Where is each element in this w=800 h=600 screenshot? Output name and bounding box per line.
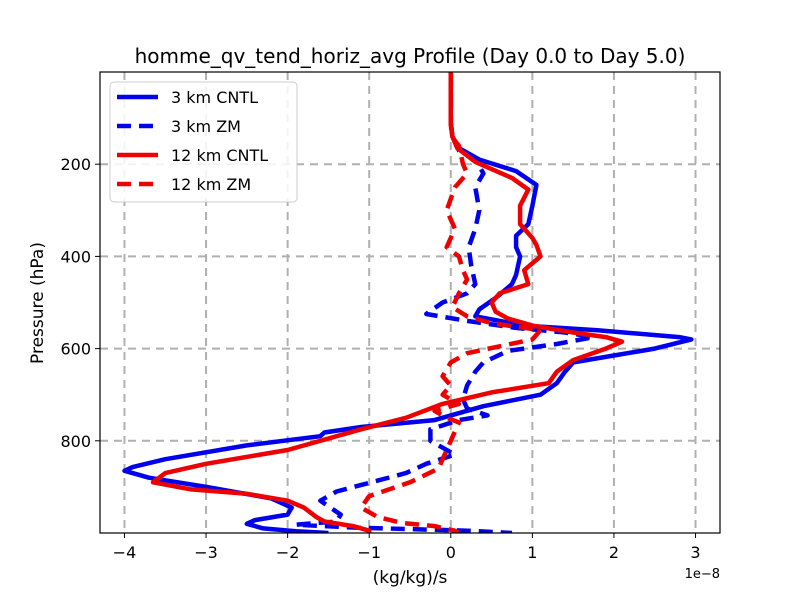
legend-label-3: 12 km ZM bbox=[171, 175, 251, 194]
legend-label-1: 3 km ZM bbox=[171, 117, 241, 136]
legend-label-0: 3 km CNTL bbox=[171, 88, 258, 107]
x-tick-label: −1 bbox=[357, 543, 381, 562]
legend: 3 km CNTL 3 km ZM 12 km CNTL 12 km ZM bbox=[109, 81, 298, 203]
x-axis-ticks: −4 −3 −2 −1 0 1 2 3 bbox=[113, 533, 701, 562]
x-tick-label: −3 bbox=[194, 543, 218, 562]
y-tick-label: 200 bbox=[60, 155, 91, 174]
plot-frame bbox=[99, 71, 721, 534]
y-tick-label: 800 bbox=[60, 432, 91, 451]
y-axis-ticks: 200 400 600 800 bbox=[60, 155, 100, 451]
series-line-3 bbox=[358, 72, 543, 533]
x-tick-label: 0 bbox=[446, 543, 456, 562]
x-tick-label: 2 bbox=[609, 543, 619, 562]
y-tick-label: 400 bbox=[60, 247, 91, 266]
x-tick-label: 3 bbox=[690, 543, 700, 562]
chart-title: homme_qv_tend_horiz_avg Profile (Day 0.0… bbox=[135, 44, 686, 68]
x-axis-offset-label: 1e−8 bbox=[685, 567, 720, 582]
y-tick-label: 600 bbox=[60, 340, 91, 359]
x-tick-label: 1 bbox=[527, 543, 537, 562]
legend-box bbox=[109, 81, 298, 203]
y-axis-label: Pressure (hPa) bbox=[28, 242, 48, 364]
x-axis-label: (kg/kg)/s bbox=[373, 568, 448, 588]
series-line-2 bbox=[150, 72, 625, 533]
series-line-1 bbox=[293, 72, 596, 533]
x-tick-label: −4 bbox=[113, 543, 137, 562]
legend-label-2: 12 km CNTL bbox=[171, 146, 268, 165]
series-lines bbox=[122, 72, 694, 533]
x-tick-label: −2 bbox=[276, 543, 300, 562]
